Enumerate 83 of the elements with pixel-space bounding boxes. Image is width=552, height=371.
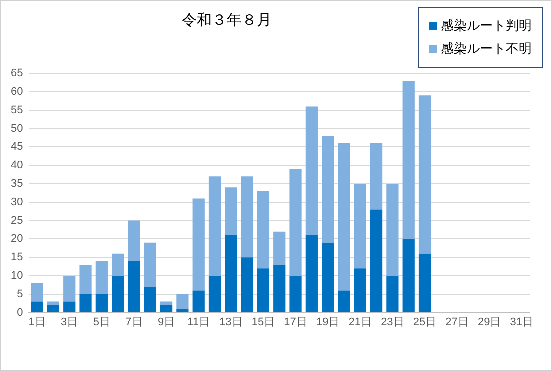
bar [402,239,415,312]
x-tick-label: 29日 [478,316,502,328]
x-tick-label: 31日 [510,316,534,328]
bar [47,302,60,306]
bar [144,242,156,288]
bar [176,309,189,312]
y-tick-label: 35 [10,178,24,190]
y-tick-label: 30 [10,196,24,208]
bar [338,290,350,312]
y-tick-label: 10 [10,270,24,282]
bar [386,276,399,312]
bar [290,169,302,276]
y-tick-label: 45 [10,141,24,154]
bar [144,287,156,312]
bar [192,198,205,291]
x-tick-label: 15日 [252,316,276,328]
y-tick-label: 65 [10,68,24,80]
x-tick-label: 7日 [126,316,143,328]
bar [128,220,140,262]
bar [96,294,108,312]
y-tick-label: 20 [10,233,24,246]
bar [418,254,432,312]
bar [208,276,222,312]
bar [112,254,124,276]
bar [64,302,76,312]
bar [338,144,350,291]
y-tick-label: 5 [17,288,24,300]
y-tick-label: 15 [10,252,24,264]
bar [386,184,399,276]
y-tick-label: 50 [10,122,24,135]
bar [370,144,383,210]
x-tick-label: 17日 [284,316,308,328]
y-tick-label: 25 [10,214,24,227]
x-tick-label: 23日 [381,316,404,328]
x-tick-label: 21日 [348,316,372,328]
y-tick-label: 55 [10,104,24,116]
x-tick-label: 19日 [316,316,340,328]
x-tick-label: 13日 [220,316,243,328]
bar [241,258,254,312]
bar [322,242,334,312]
bar [306,236,318,312]
bar [402,80,415,240]
bar [64,276,76,302]
bar [290,276,302,312]
bar [96,261,108,294]
bar [274,264,286,312]
y-tick-label: 60 [10,86,24,98]
x-tick-label: 27日 [446,316,469,328]
bar [31,283,44,302]
bar [160,302,173,306]
bar [257,191,270,269]
bar [176,294,189,310]
x-tick-label: 11日 [188,316,210,328]
x-tick-label: 25日 [413,316,437,328]
x-tick-label: 1日 [28,316,46,328]
bar [370,210,383,312]
x-tick-label: 3日 [61,316,78,328]
chart-title: 令和３年８月 [182,11,272,29]
bar [354,184,366,269]
y-tick-label: 0 [17,306,24,319]
x-tick-label: 5日 [93,316,110,328]
bar [225,236,238,312]
bar [80,264,92,294]
bar [112,276,124,312]
bar [160,305,173,312]
bar [192,290,205,312]
bar [208,176,222,276]
bar [354,268,366,312]
bar [241,176,254,258]
bar [306,106,318,236]
bar [225,188,238,236]
bar [274,232,286,265]
y-tick-label: 40 [10,160,24,172]
bar [418,96,432,254]
legend-label: 感染ルート判明 [441,18,532,35]
bar [31,302,44,312]
bar [257,268,270,312]
bar [128,261,140,312]
bar [47,305,60,312]
x-tick-label: 9日 [158,316,176,328]
bar [80,294,92,312]
bar [322,136,334,243]
legend-label: 感染ルート不明 [441,41,532,58]
